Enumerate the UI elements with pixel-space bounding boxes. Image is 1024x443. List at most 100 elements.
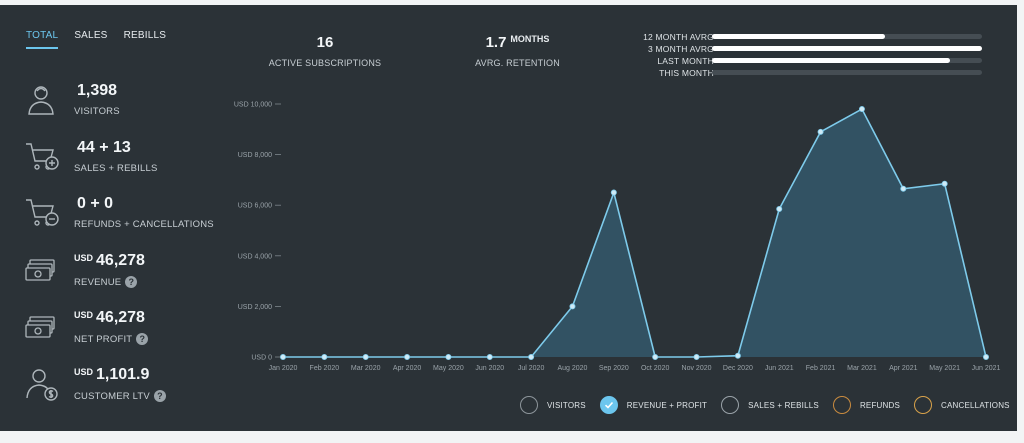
legend-visitors[interactable]: VISITORS <box>520 396 586 414</box>
revenue-label: REVENUE? <box>74 276 138 288</box>
legend-cancellations[interactable]: CANCELLATIONS <box>914 396 1010 414</box>
revenue-help-icon[interactable]: ? <box>125 276 138 288</box>
net-profit-value: USD 46,278 <box>74 309 145 326</box>
data-point <box>734 352 741 359</box>
avg-12-month-track <box>712 34 982 39</box>
stat-revenue: USD 46,278 REVENUE? <box>24 252 224 302</box>
stat-visitors: 1,398 VISITORS <box>24 82 224 132</box>
net-profit-help-icon[interactable]: ? <box>136 333 149 345</box>
net-profit-label: NET PROFIT? <box>74 333 149 345</box>
data-point <box>362 353 369 360</box>
y-tick-label: USD 4,000 <box>238 253 272 260</box>
x-tick-label: Jul 2020 <box>518 365 545 372</box>
data-point <box>486 353 493 360</box>
visitors-value: 1,398 <box>77 82 118 99</box>
tab-sales[interactable]: SALES <box>74 30 108 41</box>
avg-12-month-fill <box>712 34 885 39</box>
window-bottom-edge <box>0 431 1024 443</box>
legend-sales-rebills-toggle[interactable] <box>721 396 740 414</box>
avg-retention-metric: 1.7 MONTHS AVRG. RETENTION <box>450 34 585 68</box>
legend-refunds[interactable]: REFUNDS <box>832 396 901 414</box>
avg-last-month-fill <box>712 58 950 63</box>
data-point <box>693 353 700 360</box>
legend-cancellations-toggle[interactable] <box>914 396 933 414</box>
refunds-cancellations-value: 0 + 0 <box>77 195 114 212</box>
data-point <box>445 353 452 360</box>
avg-this-month-label: THIS MONTH <box>659 68 714 78</box>
avg-3-month-track <box>712 46 982 51</box>
legend-refunds-toggle[interactable] <box>832 396 851 414</box>
legend-visitors-toggle[interactable] <box>520 396 538 414</box>
stat-net-profit: USD 46,278 NET PROFIT? <box>24 309 224 359</box>
x-tick-label: Nov 2020 <box>682 365 712 372</box>
stat-sales-rebills: 44 + 13 SALES + REBILLS <box>24 139 224 189</box>
data-point <box>321 353 328 360</box>
revenue-chart: USD 0 USD 2,000 USD 4,000 USD 6,000 USD 8,00… <box>234 102 1001 373</box>
data-point <box>776 205 783 212</box>
money-stack-icon <box>24 309 60 345</box>
avg-retention-value: 1.7 <box>485 34 507 51</box>
customer-ltv-label: CUSTOMER LTV? <box>74 390 166 402</box>
x-tick-label: Sep 2020 <box>599 365 629 372</box>
x-tick-label: May 2021 <box>929 365 960 372</box>
x-tick-label: Feb 2021 <box>806 365 836 372</box>
y-tick-label: USD 6,000 <box>238 203 272 210</box>
data-point <box>610 189 617 196</box>
checkmark-icon <box>604 401 613 409</box>
money-stack-icon <box>24 252 60 288</box>
avg-last-month-track <box>712 58 982 63</box>
refunds-cancellations-label: REFUNDS + CANCELLATIONS <box>74 219 214 230</box>
chart-legend: VISITORS REVENUE + PROFIT SALES + REBILL… <box>520 396 1024 414</box>
legend-revenue-profit-label: REVENUE + PROFIT <box>626 400 708 410</box>
data-point <box>817 128 824 135</box>
revenue-area <box>283 109 986 357</box>
tab-total[interactable]: TOTAL <box>26 30 59 49</box>
window-right-edge <box>1017 0 1024 443</box>
legend-sales-rebills[interactable]: SALES + REBILLS <box>721 396 819 414</box>
stat-refunds-cancellations: 0 + 0 REFUNDS + CANCELLATIONS <box>24 195 224 245</box>
x-tick-label: Apr 2020 <box>393 365 422 372</box>
legend-refunds-label: REFUNDS <box>859 400 901 410</box>
x-tick-label: Aug 2020 <box>557 365 587 372</box>
legend-sales-rebills-label: SALES + REBILLS <box>748 400 819 410</box>
x-tick-label: Mar 2020 <box>351 365 381 372</box>
avg-last-month-row: LAST MONTH <box>612 56 984 66</box>
stat-customer-ltv: USD 1,101.9 CUSTOMER LTV? <box>24 366 224 416</box>
x-tick-label: Jan 2020 <box>269 365 298 372</box>
x-tick-label: May 2020 <box>433 365 464 372</box>
avg-retention-unit: MONTHS <box>510 34 550 44</box>
visitors-label: VISITORS <box>74 106 120 117</box>
avg-12-month-row: 12 MONTH AVRG <box>612 32 984 42</box>
window-top-edge <box>0 0 1024 5</box>
customer-ltv-help-icon[interactable]: ? <box>153 390 166 402</box>
tab-rebills[interactable]: REBILLS <box>123 30 167 41</box>
customer-dollar-icon <box>24 366 60 402</box>
avg-3-month-row: 3 MONTH AVRG <box>612 44 984 54</box>
x-tick-label: Jun 2021 <box>972 365 1001 372</box>
legend-revenue-profit-toggle[interactable] <box>599 396 618 414</box>
customer-ltv-value: USD 1,101.9 <box>74 366 150 383</box>
active-subscriptions-value: 16 <box>316 34 334 51</box>
revenue-line <box>283 107 987 358</box>
x-tick-label: Dec 2020 <box>723 365 753 372</box>
cart-remove-icon <box>24 195 60 231</box>
data-point <box>941 180 948 187</box>
avg-3-month-fill <box>712 46 982 51</box>
data-point <box>983 353 990 360</box>
avg-last-month-label: LAST MONTH <box>657 56 714 66</box>
x-tick-label: Mar 2021 <box>847 365 877 372</box>
cart-add-icon <box>24 139 60 175</box>
data-point <box>528 353 535 360</box>
y-tick-label: USD 10,000 <box>234 102 272 109</box>
x-tick-label: Feb 2020 <box>310 365 340 372</box>
data-point <box>280 353 287 360</box>
data-point <box>404 353 411 360</box>
legend-cancellations-label: CANCELLATIONS <box>941 400 1010 410</box>
avg-3-month-label: 3 MONTH AVRG <box>647 44 714 54</box>
avg-retention-caption: AVRG. RETENTION <box>475 58 560 68</box>
avg-this-month-track <box>712 70 982 75</box>
x-tick-label: Jun 2021 <box>765 365 794 372</box>
legend-revenue-profit[interactable]: REVENUE + PROFIT <box>599 396 708 414</box>
active-subscriptions-metric: 16 ACTIVE SUBSCRIPTIONS <box>255 34 395 68</box>
data-point <box>652 353 659 360</box>
